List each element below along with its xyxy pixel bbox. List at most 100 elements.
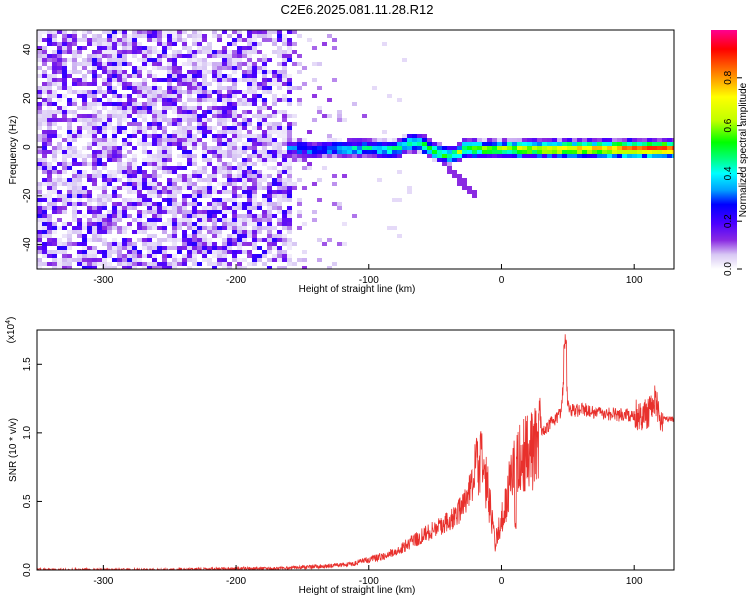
spectrogram-cell	[462, 186, 467, 190]
spectrogram-cell	[307, 150, 312, 154]
spectrogram-cell	[167, 78, 172, 82]
spectrogram-cell	[357, 154, 362, 158]
spectrogram-cell	[92, 222, 97, 226]
spectrogram-cell	[37, 150, 42, 154]
spectrogram-cell	[187, 250, 192, 254]
spectrogram-cell	[42, 246, 47, 250]
spectrogram-cell	[37, 226, 42, 230]
spectrogram-cell	[367, 150, 372, 154]
spectrogram-cell	[287, 218, 292, 222]
spectrogram-cell	[167, 34, 172, 38]
spectrogram-cell	[167, 186, 172, 190]
spectrogram-cell	[212, 90, 217, 94]
spectrogram-cell	[347, 138, 352, 142]
snr-series-line	[37, 334, 674, 570]
spectrogram-cell	[122, 226, 127, 230]
spectrogram-cell	[67, 134, 72, 138]
spectrogram-cell	[142, 110, 147, 114]
spectrogram-cell	[237, 170, 242, 174]
spectrogram-cell	[142, 106, 147, 110]
spectrogram-cell	[252, 46, 257, 50]
spectrogram-cell	[192, 250, 197, 254]
spectrogram-cell	[117, 146, 122, 150]
spectrogram-cell	[87, 246, 92, 250]
spectrogram-cell	[42, 214, 47, 218]
spectrogram-cell	[472, 194, 477, 198]
spectrogram-cell	[72, 230, 77, 234]
spectrogram-cell	[232, 82, 237, 86]
spectrogram-cell	[92, 250, 97, 254]
spectrogram-cell	[232, 166, 237, 170]
spectrogram-cell	[42, 250, 47, 254]
spectrogram-cell	[47, 226, 52, 230]
spectrogram-cell	[237, 178, 242, 182]
spectrogram-cell	[502, 142, 507, 146]
spectrogram-cell	[97, 142, 102, 146]
spectrogram-cell	[257, 66, 262, 70]
spectrogram-cell	[152, 78, 157, 82]
spectrogram-cell	[192, 254, 197, 258]
spectrogram-cell	[242, 134, 247, 138]
spectrogram-cell	[47, 122, 52, 126]
spectrogram-cell	[52, 258, 57, 262]
spectrogram-cell	[87, 154, 92, 158]
spectrogram-cell	[327, 114, 332, 118]
spectrogram-cell	[67, 258, 72, 262]
spectrogram-cell	[242, 190, 247, 194]
spectrogram-cell	[77, 230, 82, 234]
spectrogram-cell	[202, 178, 207, 182]
spectrogram-cell	[652, 146, 657, 150]
spectrogram-cell	[237, 50, 242, 54]
spectrogram-cell	[102, 90, 107, 94]
spectrogram-cell	[107, 178, 112, 182]
spectrogram-cell	[97, 38, 102, 42]
spectrogram-cell	[242, 142, 247, 146]
spectrogram-cell	[122, 82, 127, 86]
spectrogram-cell	[237, 266, 242, 269]
spectrogram-cell	[117, 30, 122, 34]
spectrogram-cell	[187, 238, 192, 242]
spectrogram-cell	[72, 98, 77, 102]
spectrogram-cell	[402, 134, 407, 138]
spectrogram-cell	[197, 90, 202, 94]
spectrogram-cell	[252, 222, 257, 226]
spectrogram-cell	[112, 130, 117, 134]
spectrogram-cell	[112, 158, 117, 162]
spectrogram-cell	[62, 250, 67, 254]
spectrogram-cell	[182, 82, 187, 86]
spectrogram-cell	[217, 190, 222, 194]
spectrogram-cell	[77, 170, 82, 174]
spectrogram-cell	[127, 206, 132, 210]
spectrogram-cell	[237, 166, 242, 170]
spectrogram-cell	[187, 118, 192, 122]
spectrogram-cell	[77, 70, 82, 74]
spectrogram-cell	[137, 262, 142, 266]
spectrogram-cell	[37, 138, 42, 142]
spectrogram-cell	[112, 94, 117, 98]
spectrogram-cell	[102, 142, 107, 146]
spectrogram-cell	[42, 46, 47, 50]
spectrogram-cell	[37, 230, 42, 234]
spectrogram-cell	[202, 190, 207, 194]
spectrogram-cell	[152, 186, 157, 190]
spectrogram-cell	[177, 210, 182, 214]
spectrogram-cell	[257, 138, 262, 142]
spectrogram-cell	[272, 78, 277, 82]
spectrogram-cell	[282, 130, 287, 134]
spectrogram-cell	[107, 242, 112, 246]
spectrogram-cell	[192, 206, 197, 210]
snr-scale-prefix: (x10	[6, 323, 17, 343]
spectrogram-cell	[437, 150, 442, 154]
spectrogram-cell	[337, 118, 342, 122]
spectrogram-cell	[282, 154, 287, 158]
spectrogram-cell	[122, 42, 127, 46]
spectrogram-cell	[217, 170, 222, 174]
spectrogram-cell	[272, 202, 277, 206]
spectrogram-cell	[457, 158, 462, 162]
spectrogram-cell	[492, 154, 497, 158]
spectrogram-cell	[607, 146, 612, 150]
spectrogram-cell	[117, 214, 122, 218]
spectrogram-cell	[382, 42, 387, 46]
spectrogram-cell	[247, 230, 252, 234]
spectrogram-cell	[252, 238, 257, 242]
